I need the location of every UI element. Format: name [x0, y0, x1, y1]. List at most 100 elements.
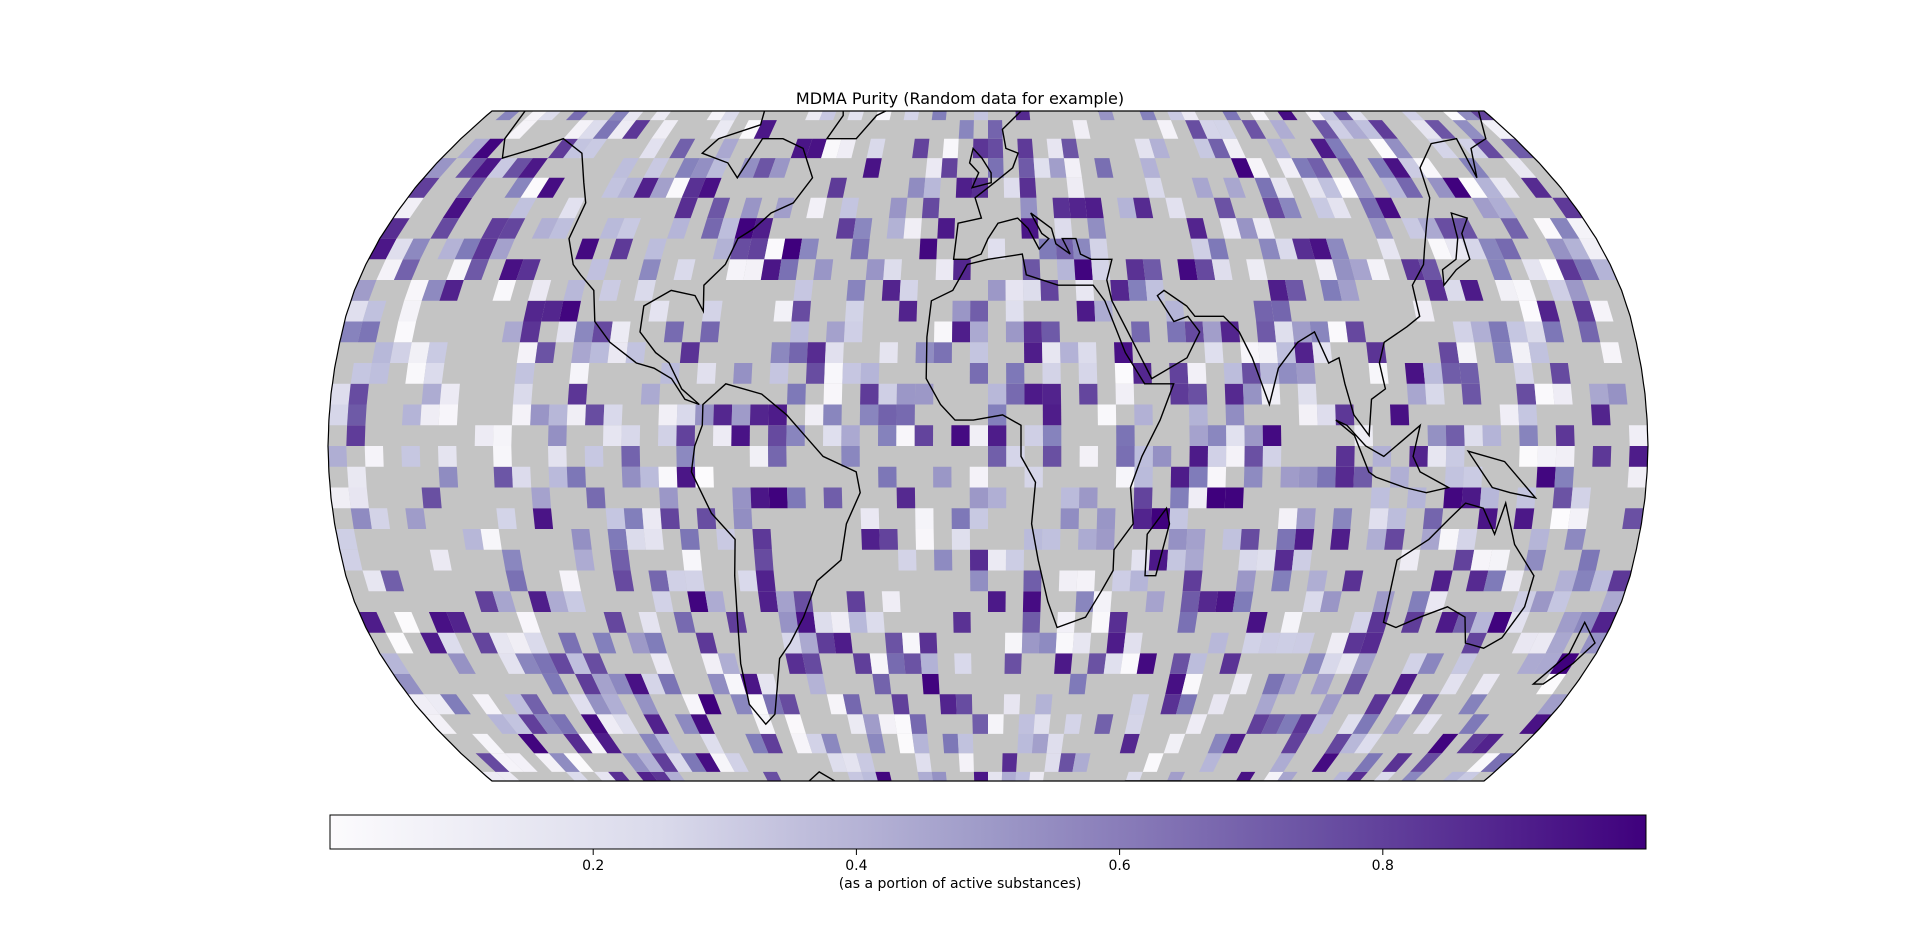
heatmap-cell	[788, 342, 808, 363]
heatmap-cell	[903, 653, 922, 674]
heatmap-cell	[545, 591, 569, 612]
heatmap-cell	[512, 383, 533, 405]
heatmap-cell	[1564, 280, 1590, 301]
heatmap-cell	[988, 120, 1003, 139]
heatmap-cell	[639, 733, 666, 754]
heatmap-cell	[1123, 632, 1143, 654]
heatmap-cell	[971, 177, 988, 198]
heatmap-cell	[563, 120, 594, 139]
heatmap-cell	[712, 238, 735, 260]
heatmap-cell	[1269, 753, 1296, 772]
heatmap-cell	[1042, 404, 1062, 426]
heatmap-cell	[1110, 280, 1130, 301]
heatmap-cell	[953, 612, 971, 633]
heatmap-cell	[643, 632, 667, 654]
heatmap-cell	[471, 632, 498, 654]
heatmap-cell	[1213, 120, 1237, 139]
heatmap-cell	[1006, 363, 1025, 384]
heatmap-cell	[1189, 404, 1208, 426]
heatmap-cell	[504, 694, 534, 715]
heatmap-cell	[1160, 694, 1182, 715]
heatmap-cell	[437, 632, 465, 654]
heatmap-cell	[420, 632, 448, 654]
heatmap-cell	[1232, 790, 1258, 807]
heatmap-cell	[1226, 446, 1245, 467]
heatmap-cell	[1549, 363, 1571, 384]
heatmap-cell	[574, 673, 602, 695]
heatmap-cell	[806, 342, 826, 363]
heatmap-cell	[881, 280, 901, 301]
heatmap-cell	[866, 733, 886, 754]
heatmap-cell	[886, 653, 906, 674]
heatmap-cell	[799, 85, 821, 102]
heatmap-cell	[1018, 158, 1035, 178]
heatmap-cell	[650, 653, 675, 674]
heatmap-cell	[535, 342, 556, 363]
heatmap-cell	[1213, 197, 1236, 219]
heatmap-cell	[970, 300, 988, 322]
heatmap-cell	[347, 404, 367, 426]
heatmap-cell	[543, 790, 577, 807]
heatmap-cell	[1087, 218, 1107, 239]
heatmap-cell	[752, 529, 772, 550]
heatmap-cell	[937, 218, 955, 239]
heatmap-cell	[848, 612, 868, 633]
heatmap-cell	[1021, 218, 1039, 239]
heatmap-cell	[533, 714, 564, 734]
heatmap-cell	[1119, 733, 1140, 754]
heatmap-cell	[1235, 570, 1257, 592]
heatmap-cell	[1306, 158, 1333, 178]
heatmap-cell	[1519, 446, 1538, 467]
heatmap-cell	[1510, 342, 1532, 363]
heatmap-cell	[696, 508, 717, 529]
heatmap-cell	[1246, 612, 1268, 633]
heatmap-cell	[511, 466, 532, 488]
heatmap-cell	[1256, 321, 1277, 343]
heatmap-cell	[638, 612, 662, 633]
heatmap-cell	[498, 259, 524, 280]
heatmap-cell	[769, 363, 789, 384]
heatmap-cell	[1316, 404, 1336, 426]
heatmap-cell	[626, 632, 651, 654]
heatmap-cell	[1048, 158, 1067, 178]
heatmap-cell	[503, 85, 539, 102]
heatmap-cell	[439, 383, 460, 405]
heatmap-cell	[659, 487, 679, 509]
heatmap-cell	[643, 529, 664, 550]
heatmap-cell	[592, 120, 623, 139]
heatmap-cell	[1309, 321, 1331, 343]
heatmap-cell	[1471, 733, 1504, 754]
heatmap-cell	[403, 238, 431, 260]
heatmap-cell	[1133, 508, 1152, 529]
heatmap-cell	[1395, 177, 1424, 198]
heatmap-cell	[840, 790, 860, 807]
heatmap-cell	[1054, 218, 1073, 239]
heatmap-cell	[781, 238, 803, 260]
heatmap-cell	[569, 363, 590, 384]
colorbar-gradient	[329, 814, 1647, 850]
heatmap-cell	[624, 673, 650, 695]
heatmap-cell	[1060, 487, 1080, 509]
heatmap-cell	[1552, 383, 1573, 405]
heatmap-cell	[898, 549, 917, 571]
heatmap-cell	[1177, 612, 1198, 633]
heatmap-cell	[852, 653, 873, 674]
heatmap-cell	[1489, 177, 1520, 198]
heatmap-cell	[716, 529, 736, 550]
heatmap-cell	[1450, 653, 1478, 674]
heatmap-cell	[1176, 694, 1198, 715]
heatmap-cell	[1458, 177, 1488, 198]
heatmap-cell	[1170, 466, 1190, 488]
heatmap-cell	[1444, 466, 1465, 488]
heatmap-cell	[732, 790, 757, 807]
heatmap-cell	[474, 425, 494, 446]
heatmap-cell	[1267, 280, 1289, 301]
heatmap-cell	[842, 363, 862, 384]
heatmap-cell	[1503, 158, 1537, 178]
heatmap-cell	[541, 673, 569, 695]
heatmap-cell	[988, 714, 1004, 734]
heatmap-cell	[1395, 694, 1424, 715]
heatmap-cell	[421, 280, 447, 301]
heatmap-cell	[1412, 790, 1446, 807]
heatmap-cell	[603, 612, 627, 633]
